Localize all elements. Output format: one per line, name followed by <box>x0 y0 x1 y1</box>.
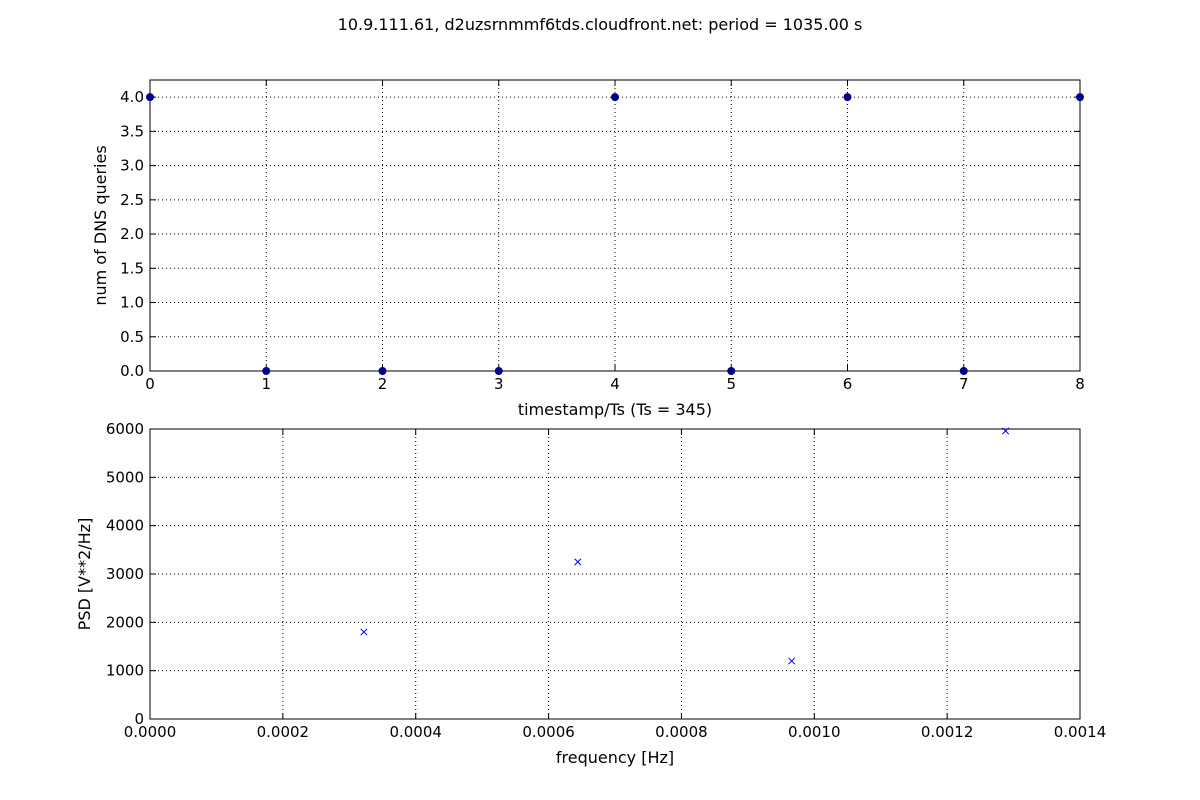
x-tick-label: 1 <box>261 375 271 393</box>
data-point <box>843 93 852 102</box>
y-tick-label: 3.0 <box>120 157 144 175</box>
data-point <box>574 558 582 566</box>
data-point <box>146 93 154 102</box>
x-tick-label: 8 <box>1075 375 1085 393</box>
x-axis-label: frequency [Hz] <box>556 748 674 767</box>
data-point <box>378 367 387 375</box>
y-tick-label: 3000 <box>106 565 144 583</box>
data-point <box>262 367 271 375</box>
data-point <box>494 367 503 375</box>
data-point <box>1002 427 1010 435</box>
x-tick-label: 0.0000 <box>124 723 177 741</box>
x-tick-label: 5 <box>726 375 736 393</box>
data-point <box>611 93 619 102</box>
y-axis-label: PSD [V**2/Hz] <box>75 518 94 631</box>
y-tick-label: 2.5 <box>120 191 144 209</box>
figure-title: 10.9.111.61, d2uzsrnmmf6tds.cloudfront.n… <box>338 15 863 34</box>
y-tick-label: 1.5 <box>120 259 144 277</box>
x-tick-label: 0.0008 <box>655 723 708 741</box>
psd-plot: 0.0000 0.0002 0.0004 0.0006 0.0008 0.0010 0.00… <box>75 420 1106 767</box>
y-tick-label: 1.0 <box>120 294 144 312</box>
dns-queries-plot: 0 1 2 3 4 5 6 7 8 0.0 0.5 1.0 1.5 2.0 2.5 3.0 3.5 4.0 time… <box>91 79 1085 419</box>
y-tick-label: 2.0 <box>120 225 144 243</box>
x-axis-label: timestamp/Ts (Ts = 345) <box>518 400 712 419</box>
y-tick-label: 6000 <box>106 420 144 438</box>
y-tick-label: 4000 <box>106 517 144 535</box>
y-tick-label: 3.5 <box>120 122 144 140</box>
y-tick-label: 1000 <box>106 662 144 680</box>
x-tick-label: 0.0010 <box>788 723 841 741</box>
data-point <box>1076 93 1084 102</box>
y-tick-label: 0.5 <box>120 328 144 346</box>
y-tick-label: 0.0 <box>120 362 144 380</box>
y-tick-label: 5000 <box>106 468 144 486</box>
y-axis-label: num of DNS queries <box>91 145 110 305</box>
x-tick-label: 0.0002 <box>257 723 310 741</box>
y-tick-label: 2000 <box>106 613 144 631</box>
x-tick-label: 3 <box>494 375 504 393</box>
data-point <box>959 367 968 375</box>
x-tick-label: 4 <box>610 375 620 393</box>
x-tick-label: 0.0006 <box>522 723 575 741</box>
x-tick-label: 0.0014 <box>1054 723 1107 741</box>
data-point <box>360 628 368 636</box>
x-tick-label: 2 <box>378 375 388 393</box>
data-point <box>727 367 736 375</box>
x-tick-label: 0.0012 <box>921 723 974 741</box>
x-tick-label: 0 <box>145 375 155 393</box>
x-tick-label: 0.0004 <box>389 723 442 741</box>
plot-frame <box>149 79 1081 372</box>
x-tick-label: 6 <box>843 375 853 393</box>
data-point <box>788 657 796 665</box>
x-tick-label: 7 <box>959 375 969 393</box>
y-tick-label: 4.0 <box>120 88 144 106</box>
y-tick-label: 0 <box>134 710 144 728</box>
